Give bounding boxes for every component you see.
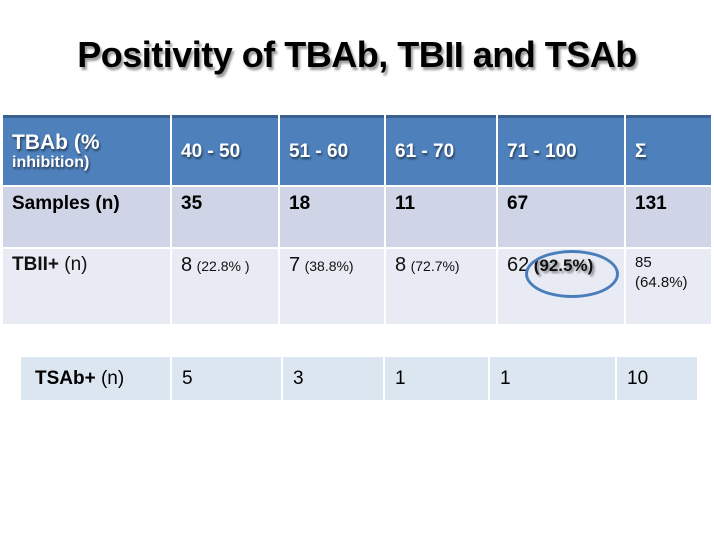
samples-value-40-50: 35	[172, 187, 278, 247]
tbii-count: 8	[181, 254, 193, 276]
tbii-count: 8	[395, 254, 407, 276]
tbii-pct-highlighted: (92.5%)	[533, 256, 594, 275]
tbab-tbii-table: TBAb (% inhibition) 40 - 50 51 - 60 61 -…	[3, 115, 711, 324]
header-cell-range-71-100: 71 - 100	[498, 115, 624, 185]
tsab-value-sigma: 10	[617, 357, 697, 400]
header-cell-range-61-70: 61 - 70	[386, 115, 496, 185]
header-cell-sigma: Σ	[626, 115, 711, 185]
tbii-value-40-50: 8 (22.8% )	[172, 249, 278, 324]
tbii-value-sigma: 85 (64.8%)	[626, 249, 711, 324]
tsab-value-61-70: 1	[385, 357, 488, 400]
tsab-value-40-50: 5	[172, 357, 281, 400]
header-cell-tbab: TBAb (% inhibition)	[3, 115, 170, 185]
tbii-pct: (72.7%)	[410, 258, 460, 274]
header-cell-range-51-60: 51 - 60	[280, 115, 384, 185]
tbii-count: 85	[635, 254, 652, 271]
header-cell-range-40-50: 40 - 50	[172, 115, 278, 185]
tbii-label-rest: (n)	[58, 254, 88, 275]
tbii-value-71-100: 62 (92.5%)	[498, 249, 624, 324]
tbii-row-label: TBII+ (n)	[3, 249, 170, 324]
tbii-count: 62	[507, 254, 530, 276]
slide-title: Positivity of TBAb, TBII and TSAb	[77, 34, 637, 75]
tsab-label-rest: (n)	[95, 367, 125, 389]
header-tbab-sublabel: inhibition)	[12, 154, 90, 172]
samples-value-71-100: 67	[498, 187, 624, 247]
tbii-pct: (38.8%)	[304, 258, 354, 274]
tsab-row-label: TSAb+ (n)	[21, 357, 170, 400]
samples-value-61-70: 11	[386, 187, 496, 247]
tsab-label-bold: TSAb+	[35, 367, 96, 389]
tsab-table: TSAb+ (n) 5 3 1 1 10	[21, 357, 697, 400]
tbii-value-61-70: 8 (72.7%)	[386, 249, 496, 324]
tbii-pct: (64.8%)	[635, 273, 688, 291]
tbii-pct: (22.8% )	[196, 258, 250, 274]
tsab-value-71-100: 1	[490, 357, 615, 400]
samples-row-label: Samples (n)	[3, 187, 170, 247]
tbii-count: 7	[289, 254, 301, 276]
samples-value-sigma: 131	[626, 187, 711, 247]
tbii-value-51-60: 7 (38.8%)	[280, 249, 384, 324]
tsab-value-51-60: 3	[283, 357, 383, 400]
tbii-label-bold: TBII+	[12, 254, 59, 275]
samples-value-51-60: 18	[280, 187, 384, 247]
header-tbab-label: TBAb (%	[12, 131, 100, 155]
